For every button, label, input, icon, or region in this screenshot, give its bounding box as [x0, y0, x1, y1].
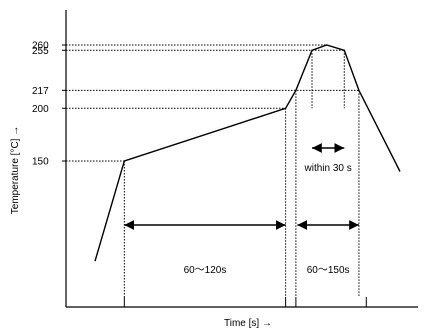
profile-curve-line [94, 44, 401, 262]
y-tick-label-217: 217 [32, 86, 49, 97]
x-axis-title: Time [s] → [224, 318, 272, 329]
annotation-label-bg [300, 162, 355, 175]
reference-lines-group [66, 44, 360, 297]
y-tick-label-150: 150 [32, 157, 49, 168]
series-group [94, 44, 401, 262]
y-axis-title: Temperature [°C] → [10, 126, 21, 214]
annotation-label-2: within 30 s [304, 163, 352, 174]
annotation-label-0: 60～120s [184, 265, 227, 276]
annotation-label-1: 60～150s [307, 265, 350, 276]
annotations-group [124, 143, 359, 230]
axes-group [62, 10, 418, 308]
y-tick-label-260: 260 [32, 41, 49, 52]
y-tick-label-200: 200 [32, 104, 49, 115]
y-tick-label-255: 255 [32, 46, 49, 57]
